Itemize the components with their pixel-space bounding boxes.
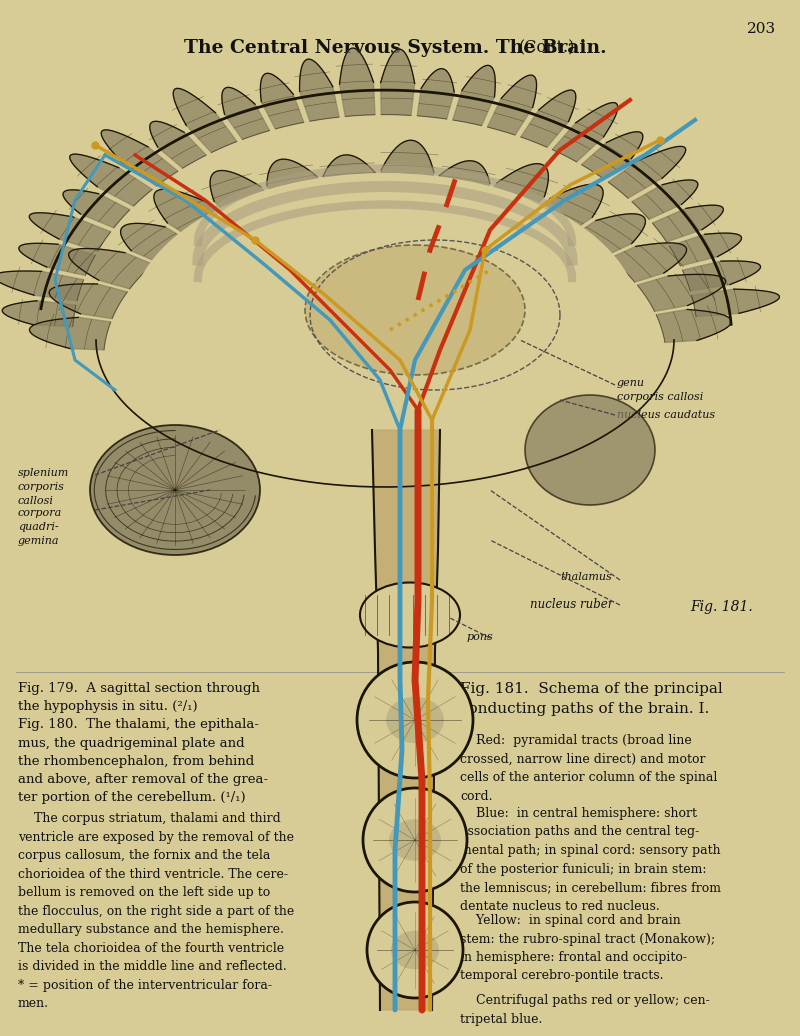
Polygon shape [552, 103, 618, 162]
Polygon shape [30, 212, 110, 251]
Ellipse shape [360, 582, 460, 648]
Polygon shape [121, 224, 186, 261]
Polygon shape [299, 59, 339, 121]
Polygon shape [582, 132, 643, 179]
Text: pons: pons [467, 632, 494, 642]
Text: Centrifugal paths red or yellow; cen-
tripetal blue.: Centrifugal paths red or yellow; cen- tr… [460, 994, 710, 1026]
Polygon shape [267, 160, 324, 203]
Polygon shape [102, 130, 178, 186]
Polygon shape [70, 154, 152, 206]
Ellipse shape [386, 697, 444, 743]
Polygon shape [656, 310, 731, 343]
Polygon shape [2, 300, 76, 326]
Polygon shape [0, 271, 83, 300]
Text: Red:  pyramidal tracts (broad line
crossed, narrow line direct) and motor
cells : Red: pyramidal tracts (broad line crosse… [460, 733, 718, 803]
Polygon shape [418, 68, 454, 119]
Ellipse shape [28, 95, 742, 585]
Circle shape [363, 788, 467, 892]
Text: genu
corporis callosi: genu corporis callosi [617, 378, 703, 402]
Polygon shape [608, 146, 686, 198]
Polygon shape [521, 90, 576, 147]
Polygon shape [532, 184, 603, 233]
Text: nucleus caudatus: nucleus caudatus [617, 410, 715, 420]
Polygon shape [210, 171, 274, 218]
Ellipse shape [305, 244, 525, 375]
Polygon shape [381, 140, 434, 193]
Text: 203: 203 [747, 22, 777, 36]
Text: Yellow:  in spinal cord and brain
stem: the rubro-spinal tract (Monakow);
in hem: Yellow: in spinal cord and brain stem: t… [460, 914, 715, 982]
Text: The Central Nervous System. The Brain.: The Central Nervous System. The Brain. [184, 39, 606, 57]
Polygon shape [339, 48, 375, 116]
Polygon shape [434, 161, 490, 201]
Text: Fig. 181.: Fig. 181. [690, 600, 753, 614]
Polygon shape [30, 317, 110, 350]
Ellipse shape [391, 930, 439, 970]
Text: splenium
corporis
callosi: splenium corporis callosi [18, 468, 70, 506]
Polygon shape [574, 213, 646, 256]
Polygon shape [453, 65, 495, 125]
Polygon shape [260, 74, 304, 128]
Polygon shape [610, 242, 686, 282]
Polygon shape [222, 87, 270, 140]
Polygon shape [18, 243, 95, 276]
Polygon shape [691, 289, 779, 317]
Text: Fig. 181.  Schema of the principal
conducting paths of the brain. I.: Fig. 181. Schema of the principal conduc… [460, 682, 722, 716]
Text: Blue:  in central hemisphere: short
association paths and the central teg-
menta: Blue: in central hemisphere: short assoc… [460, 807, 721, 913]
Polygon shape [670, 233, 742, 266]
Polygon shape [63, 190, 130, 228]
Ellipse shape [389, 819, 441, 861]
Polygon shape [485, 164, 549, 214]
Ellipse shape [525, 395, 655, 505]
Text: thalamus: thalamus [560, 572, 612, 582]
Polygon shape [173, 88, 237, 152]
Polygon shape [638, 275, 726, 312]
Polygon shape [653, 205, 723, 242]
Circle shape [357, 662, 473, 778]
Polygon shape [487, 75, 537, 135]
Circle shape [367, 902, 463, 998]
Polygon shape [50, 284, 127, 319]
Polygon shape [154, 190, 227, 237]
Polygon shape [323, 154, 376, 195]
Text: Fig. 179.  A sagittal section through
the hypophysis in situ. (²/₁)
Fig. 180.  T: Fig. 179. A sagittal section through the… [18, 682, 268, 804]
Text: corpora
quadri-
gemina: corpora quadri- gemina [18, 508, 62, 546]
Polygon shape [69, 249, 153, 289]
Polygon shape [381, 49, 414, 115]
Text: (Cont.): (Cont.) [519, 39, 575, 57]
Text: nucleus ruber: nucleus ruber [530, 598, 614, 611]
Text: The corpus striatum, thalami and third
ventricle are exposed by the removal of t: The corpus striatum, thalami and third v… [18, 812, 294, 1010]
Polygon shape [632, 180, 698, 220]
Ellipse shape [90, 425, 260, 555]
Polygon shape [682, 261, 761, 291]
Polygon shape [372, 430, 440, 1010]
Ellipse shape [130, 173, 640, 467]
Polygon shape [150, 121, 206, 168]
